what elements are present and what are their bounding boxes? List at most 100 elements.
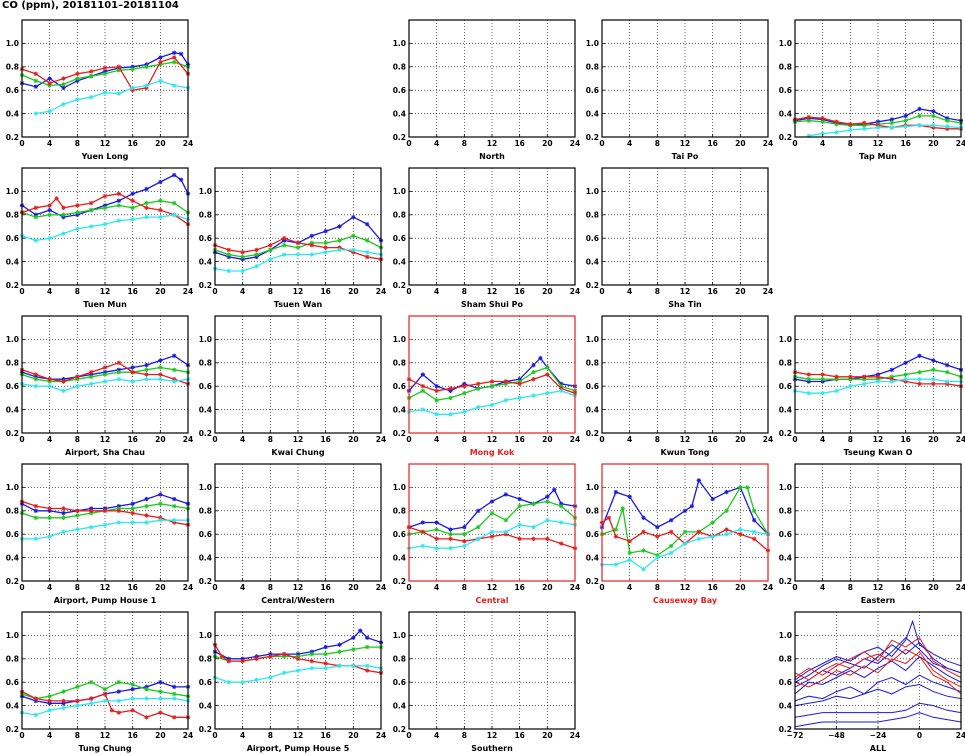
data-point — [944, 126, 950, 132]
y-tick-label: 0.8 — [6, 359, 19, 368]
x-tick-label: 4 — [47, 287, 52, 296]
data-point — [116, 710, 122, 715]
y-tick-label: 0.2 — [393, 281, 406, 290]
data-point — [61, 510, 66, 516]
data-point — [88, 374, 94, 380]
data-point — [309, 252, 315, 257]
x-tick-label: 24 — [183, 583, 193, 592]
data-point — [710, 496, 715, 502]
y-tick-label: 0.2 — [6, 725, 19, 734]
data-point — [420, 384, 426, 389]
y-tick-label: 0.6 — [199, 382, 212, 391]
data-point — [116, 198, 122, 203]
data-point — [158, 198, 163, 203]
x-tick-label: 12 — [100, 435, 110, 444]
x-tick-label: 4 — [627, 287, 632, 296]
x-tick-label: 16 — [320, 583, 330, 592]
data-point — [503, 529, 509, 535]
data-point — [420, 388, 426, 394]
panel-kwai-chung: 0 4 8 12 16 20 24 0.2 0.4 0.6 0.8 1.0 Kwai Chung — [199, 315, 386, 457]
x-tick-label: 4 — [240, 287, 245, 296]
data-point — [61, 102, 66, 107]
data-point — [116, 503, 122, 509]
data-point — [158, 710, 163, 715]
data-point — [61, 212, 66, 217]
panel-tsuen-wan: 0 4 8 12 16 20 24 0.2 0.4 0.6 0.8 1.0 Tsuen Wan — [199, 167, 386, 309]
data-point — [61, 379, 66, 384]
x-tick-label: 8 — [655, 287, 660, 296]
data-point — [33, 508, 39, 513]
data-point — [171, 55, 177, 60]
x-tick-label: 4 — [627, 435, 632, 444]
x-tick-label: 24 — [376, 435, 386, 444]
x-tick-label: 20 — [348, 731, 358, 740]
data-point — [475, 386, 481, 391]
data-point — [641, 515, 646, 521]
data-point — [531, 393, 536, 398]
y-tick-label: 0.8 — [779, 359, 792, 368]
data-point — [171, 520, 177, 525]
data-point — [875, 125, 881, 130]
data-point — [724, 532, 729, 537]
y-tick-label: 1.0 — [393, 187, 406, 196]
y-tick-label: 0.6 — [586, 86, 599, 95]
data-point — [102, 221, 108, 227]
data-point — [848, 384, 853, 389]
x-tick-label: 0 — [792, 435, 797, 444]
data-point — [254, 254, 259, 260]
panel-title: ALL — [870, 744, 886, 753]
x-tick-label: 20 — [542, 435, 552, 444]
panel-eastern: 0 4 8 12 16 20 24 0.2 0.4 0.6 0.8 1.0 Eastern — [779, 463, 965, 605]
x-tick-label: 8 — [268, 435, 273, 444]
x-tick-label: 20 — [155, 287, 165, 296]
data-point — [806, 391, 812, 396]
data-point — [130, 191, 135, 196]
data-point — [158, 78, 163, 84]
data-point — [240, 658, 245, 664]
data-point — [875, 374, 881, 380]
data-point — [655, 534, 660, 539]
data-point — [503, 517, 509, 523]
y-tick-label: 0.2 — [586, 133, 599, 142]
data-point — [337, 238, 342, 243]
x-tick-label: 0 — [212, 287, 217, 296]
data-point — [944, 381, 950, 387]
data-point — [144, 186, 149, 192]
data-point — [517, 536, 522, 542]
data-point — [875, 372, 881, 377]
data-point — [130, 88, 135, 93]
data-point — [61, 701, 66, 706]
x-tick-label: 0 — [19, 139, 24, 148]
data-point — [364, 635, 370, 640]
data-point — [102, 65, 108, 71]
y-tick-label: 1.0 — [6, 187, 19, 196]
x-tick-label: 8 — [75, 139, 80, 148]
panel-kwun-tong: 0 4 8 12 16 20 24 0.2 0.4 0.6 0.8 1.0 Kwun Tong — [586, 315, 773, 457]
data-point — [751, 529, 757, 535]
x-tick-label: −72 — [787, 731, 804, 740]
data-point — [158, 214, 163, 220]
x-tick-label: 20 — [735, 287, 745, 296]
data-point — [641, 567, 646, 572]
data-point — [88, 381, 94, 387]
data-point — [88, 200, 94, 206]
data-point — [33, 503, 39, 509]
data-point — [323, 665, 328, 671]
data-point — [448, 412, 453, 417]
y-tick-label: 1.0 — [393, 39, 406, 48]
data-point — [820, 376, 825, 382]
data-point — [33, 238, 39, 243]
data-point — [171, 715, 177, 720]
x-tick-label: 12 — [293, 583, 303, 592]
x-tick-label: 24 — [570, 731, 580, 740]
data-point — [545, 499, 550, 504]
data-point — [33, 111, 39, 116]
panel-airport-pump-house-1: 0 4 8 12 16 20 24 0.2 0.4 0.6 0.8 1.0 Airport, Pump … — [6, 463, 193, 605]
data-point — [171, 684, 177, 690]
data-point — [102, 687, 108, 692]
data-point — [309, 243, 315, 248]
data-point — [517, 395, 522, 401]
y-tick-label: 0.4 — [586, 405, 599, 414]
data-point — [613, 527, 619, 532]
data-point — [903, 118, 908, 123]
